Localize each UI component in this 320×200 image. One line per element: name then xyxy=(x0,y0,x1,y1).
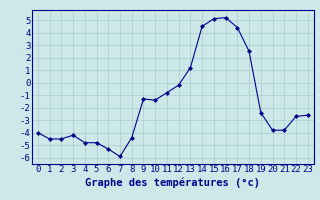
X-axis label: Graphe des températures (°c): Graphe des températures (°c) xyxy=(85,177,260,188)
